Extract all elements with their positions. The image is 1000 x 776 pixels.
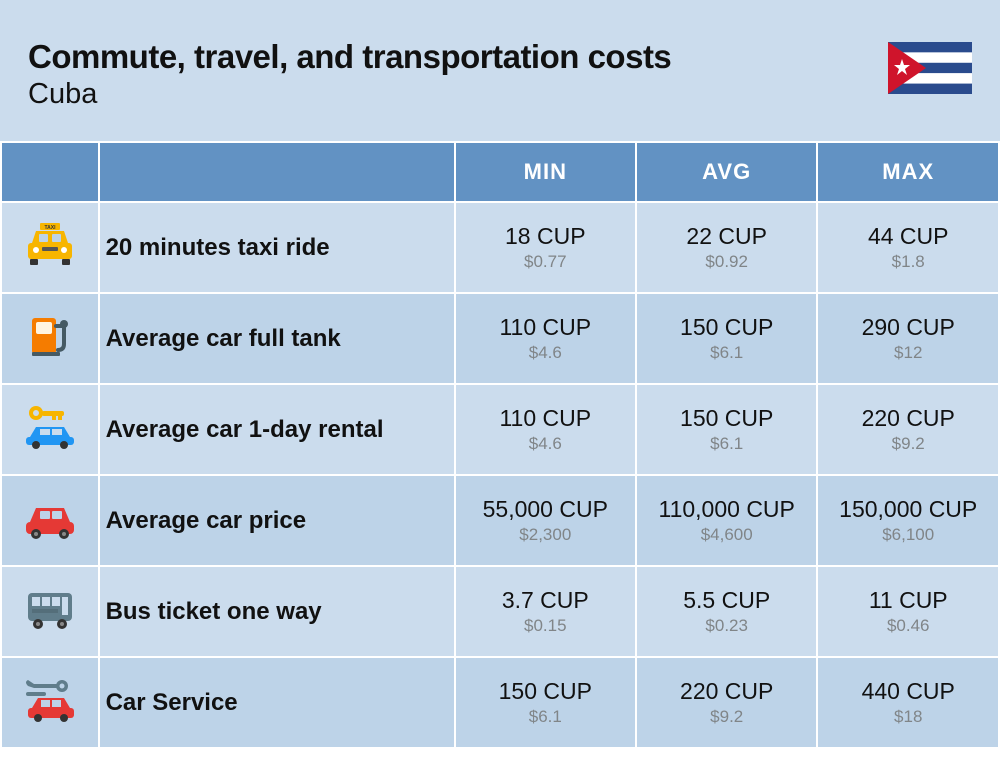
avg-cup: 150 CUP [643,314,811,341]
avg-cell: 220 CUP $9.2 [637,658,817,747]
row-icon-cell [2,658,98,747]
row-label: Average car price [100,476,454,565]
min-cup: 110 CUP [462,314,629,341]
row-icon-cell [2,476,98,565]
col-min: MIN [456,143,635,201]
table-row: Car Service 150 CUP $6.1 220 CUP $9.2 44… [2,658,998,747]
max-usd: $6,100 [824,525,992,545]
avg-usd: $6.1 [643,434,811,454]
min-cup: 110 CUP [462,405,629,432]
min-cell: 110 CUP $4.6 [456,294,635,383]
row-label: 20 minutes taxi ride [100,203,454,292]
min-usd: $4.6 [462,434,629,454]
min-cell: 55,000 CUP $2,300 [456,476,635,565]
avg-cell: 110,000 CUP $4,600 [637,476,817,565]
car-icon [22,496,78,540]
min-cup: 3.7 CUP [462,587,629,614]
min-usd: $0.77 [462,252,629,272]
avg-cell: 150 CUP $6.1 [637,385,817,474]
wrench-car-icon [22,678,78,722]
min-usd: $4.6 [462,343,629,363]
header: Commute, travel, and transportation cost… [0,0,1000,141]
page-container: Commute, travel, and transportation cost… [0,0,1000,749]
max-cell: 44 CUP $1.8 [818,203,998,292]
min-usd: $0.15 [462,616,629,636]
max-usd: $1.8 [824,252,992,272]
page-title: Commute, travel, and transportation cost… [28,38,671,76]
min-cup: 18 CUP [462,223,629,250]
max-cell: 150,000 CUP $6,100 [818,476,998,565]
bus-icon [22,587,78,631]
max-cup: 44 CUP [824,223,992,250]
costs-table: MIN AVG MAX TAXI [0,141,1000,749]
row-label: Bus ticket one way [100,567,454,656]
avg-cell: 22 CUP $0.92 [637,203,817,292]
max-usd: $9.2 [824,434,992,454]
col-label-blank [100,143,454,201]
min-usd: $2,300 [462,525,629,545]
min-cell: 150 CUP $6.1 [456,658,635,747]
row-label: Average car 1-day rental [100,385,454,474]
max-cell: 440 CUP $18 [818,658,998,747]
row-label: Car Service [100,658,454,747]
min-cup: 150 CUP [462,678,629,705]
max-cup: 220 CUP [824,405,992,432]
min-cell: 110 CUP $4.6 [456,385,635,474]
fuel-pump-icon [22,314,78,358]
avg-cup: 220 CUP [643,678,811,705]
row-icon-cell [2,385,98,474]
max-cup: 11 CUP [824,587,992,614]
avg-cup: 150 CUP [643,405,811,432]
min-cell: 3.7 CUP $0.15 [456,567,635,656]
min-cup: 55,000 CUP [462,496,629,523]
avg-cup: 110,000 CUP [643,496,811,523]
max-usd: $18 [824,707,992,727]
max-usd: $0.46 [824,616,992,636]
car-key-icon [22,405,78,449]
taxi-icon: TAXI [22,223,78,267]
table-row: Bus ticket one way 3.7 CUP $0.15 5.5 CUP… [2,567,998,656]
avg-usd: $0.23 [643,616,811,636]
row-icon-cell: TAXI [2,203,98,292]
row-label: Average car full tank [100,294,454,383]
table-row: Average car 1-day rental 110 CUP $4.6 15… [2,385,998,474]
col-avg: AVG [637,143,817,201]
min-usd: $6.1 [462,707,629,727]
max-cell: 290 CUP $12 [818,294,998,383]
flag-icon [888,42,972,94]
max-cup: 290 CUP [824,314,992,341]
row-icon-cell [2,294,98,383]
avg-usd: $6.1 [643,343,811,363]
page-subtitle: Cuba [28,78,671,111]
table-row: Average car full tank 110 CUP $4.6 150 C… [2,294,998,383]
header-text: Commute, travel, and transportation cost… [28,38,671,111]
min-cell: 18 CUP $0.77 [456,203,635,292]
col-max: MAX [818,143,998,201]
row-icon-cell [2,567,98,656]
avg-usd: $0.92 [643,252,811,272]
table-header-row: MIN AVG MAX [2,143,998,201]
avg-usd: $9.2 [643,707,811,727]
avg-cup: 5.5 CUP [643,587,811,614]
max-cell: 220 CUP $9.2 [818,385,998,474]
avg-cell: 150 CUP $6.1 [637,294,817,383]
avg-cup: 22 CUP [643,223,811,250]
avg-usd: $4,600 [643,525,811,545]
max-cup: 440 CUP [824,678,992,705]
max-cup: 150,000 CUP [824,496,992,523]
max-usd: $12 [824,343,992,363]
table-row: TAXI 20 minutes taxi rid [2,203,998,292]
max-cell: 11 CUP $0.46 [818,567,998,656]
svg-text:TAXI: TAXI [44,225,56,231]
col-icon-blank [2,143,98,201]
table-row: Average car price 55,000 CUP $2,300 110,… [2,476,998,565]
avg-cell: 5.5 CUP $0.23 [637,567,817,656]
